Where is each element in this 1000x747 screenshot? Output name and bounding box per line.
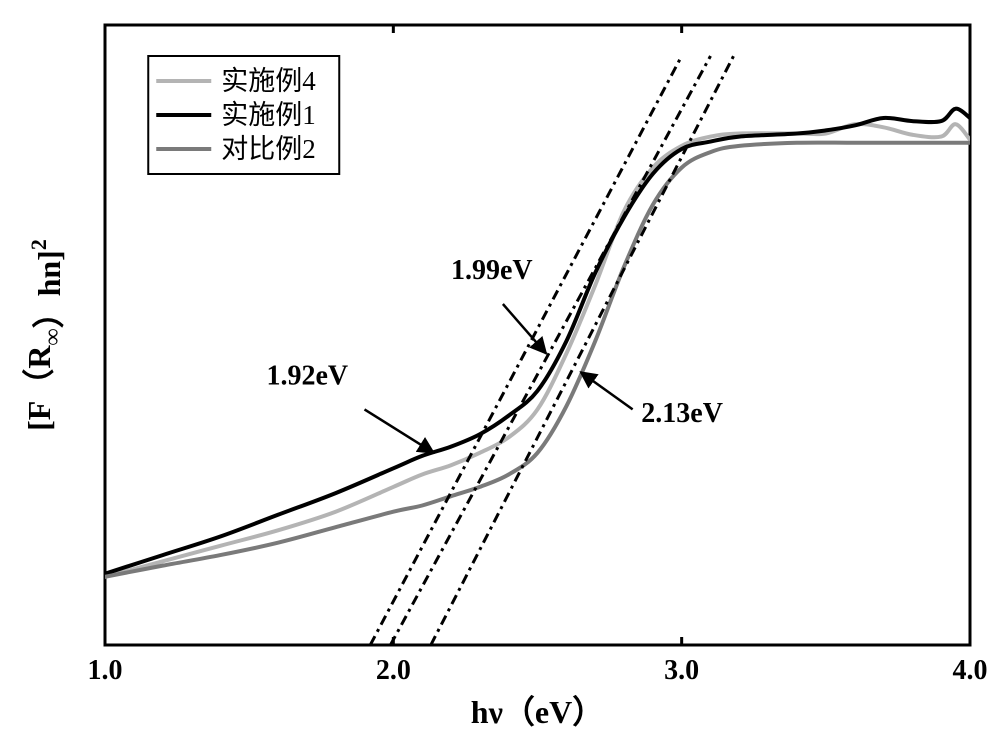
annotation-arrow bbox=[365, 409, 434, 452]
series-对比例2 bbox=[105, 143, 970, 577]
legend-label: 实施例1 bbox=[221, 100, 316, 130]
tangent-line bbox=[370, 56, 681, 645]
chart-svg: 1.0 2.0 3.0 4.0 hν（eV） [F（R∞）hn]2 1.99eV 1.9… bbox=[0, 0, 1000, 747]
legend-label: 对比例2 bbox=[221, 134, 316, 164]
x-tick-label: 1.0 bbox=[88, 655, 123, 686]
annotation-label: 2.13eV bbox=[641, 398, 723, 429]
x-tick-label: 4.0 bbox=[953, 655, 988, 686]
annotation-label: 1.99eV bbox=[451, 255, 533, 286]
annotation-arrow bbox=[503, 304, 546, 354]
tangent-line bbox=[390, 56, 710, 645]
x-tick-labels: 1.0 2.0 3.0 4.0 bbox=[88, 655, 988, 686]
series-实施例1 bbox=[105, 109, 970, 574]
tauc-plot-figure: 1.0 2.0 3.0 4.0 hν（eV） [F（R∞）hn]2 1.99eV 1.9… bbox=[0, 0, 1000, 747]
x-axis-label: hν（eV） bbox=[471, 694, 604, 730]
x-tick-label: 3.0 bbox=[664, 655, 699, 686]
annotation-arrow bbox=[581, 372, 633, 409]
annotation-label: 1.92eV bbox=[266, 361, 348, 392]
tangent-line-group bbox=[370, 56, 733, 645]
series-实施例4 bbox=[105, 124, 970, 577]
legend-label: 实施例4 bbox=[221, 66, 316, 96]
y-axis-label: [F（R∞）hn]2 bbox=[21, 239, 67, 431]
x-tick-label: 2.0 bbox=[376, 655, 411, 686]
legend: 实施例4 实施例1 对比例2 bbox=[148, 56, 339, 174]
